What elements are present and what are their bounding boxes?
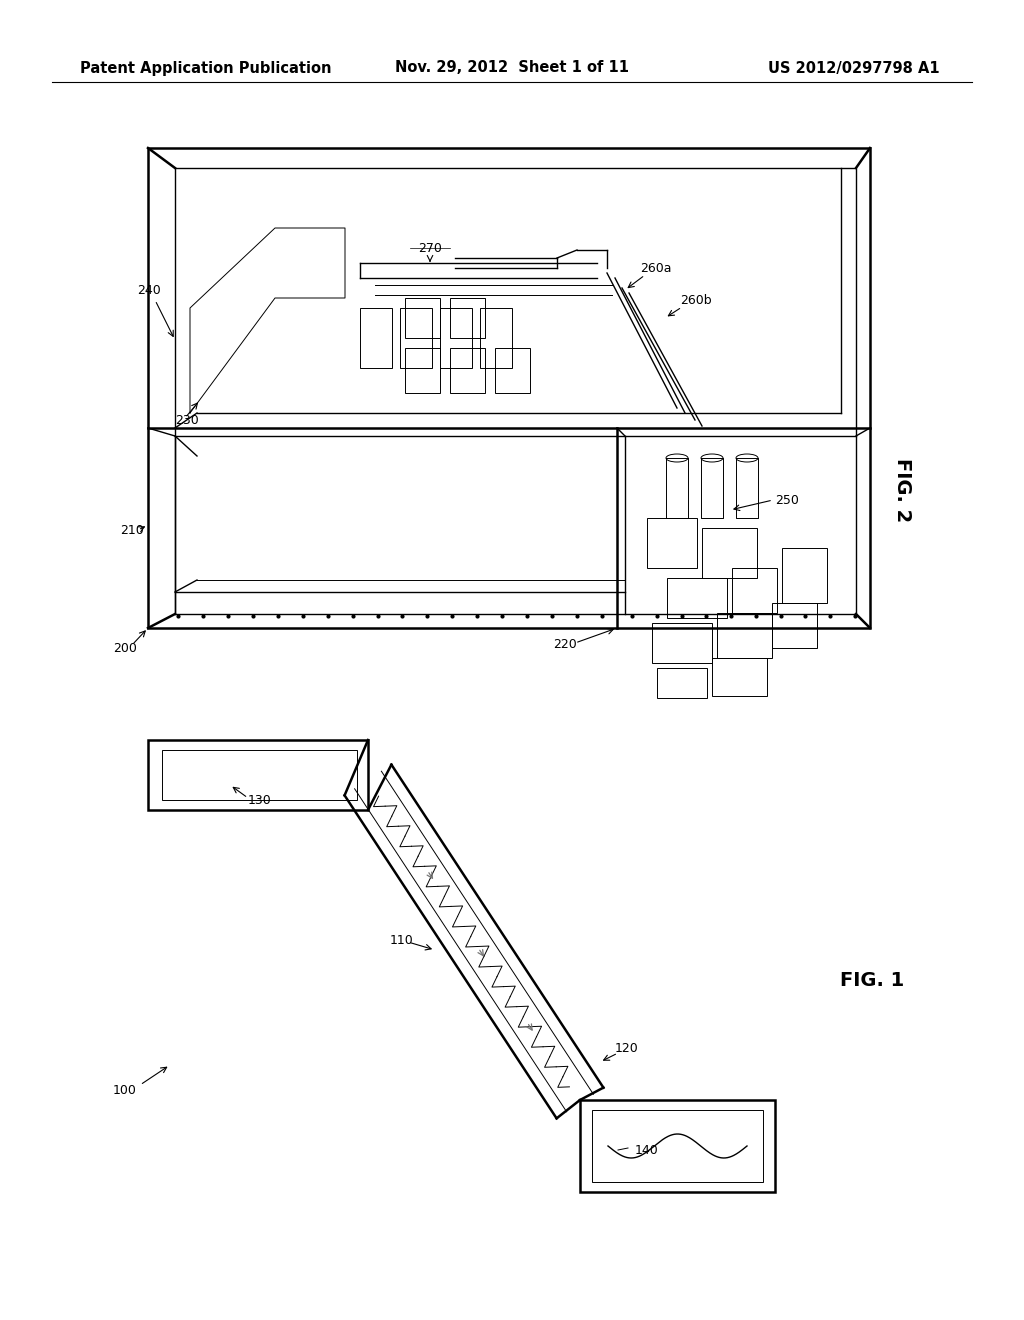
Bar <box>652 623 712 663</box>
Text: 220: 220 <box>553 639 577 652</box>
Text: 230: 230 <box>175 413 199 426</box>
Text: Patent Application Publication: Patent Application Publication <box>80 61 332 75</box>
Bar <box>148 148 870 628</box>
Bar <box>175 168 856 614</box>
Bar <box>712 657 767 696</box>
Text: 100: 100 <box>113 1084 137 1097</box>
Text: 260b: 260b <box>680 293 712 306</box>
Bar <box>717 612 772 657</box>
Bar <box>360 308 392 368</box>
Bar <box>480 308 512 368</box>
Bar <box>440 308 472 368</box>
Text: Nov. 29, 2012  Sheet 1 of 11: Nov. 29, 2012 Sheet 1 of 11 <box>395 61 629 75</box>
Text: 260a: 260a <box>640 261 672 275</box>
Bar <box>162 750 357 800</box>
Bar <box>732 568 777 612</box>
Text: 140: 140 <box>635 1143 658 1156</box>
Bar <box>580 1100 775 1192</box>
Text: 250: 250 <box>775 494 799 507</box>
Text: 130: 130 <box>248 793 271 807</box>
Bar <box>647 517 697 568</box>
Bar <box>772 603 817 648</box>
Text: US 2012/0297798 A1: US 2012/0297798 A1 <box>768 61 940 75</box>
Bar <box>657 668 707 698</box>
Bar <box>450 298 485 338</box>
Text: FIG. 1: FIG. 1 <box>840 970 904 990</box>
Text: 210: 210 <box>120 524 143 536</box>
Bar <box>667 578 727 618</box>
Text: 120: 120 <box>615 1041 639 1055</box>
Bar <box>702 528 757 578</box>
Bar <box>592 1110 763 1181</box>
Bar <box>495 348 530 393</box>
Bar <box>782 548 827 603</box>
Text: 240: 240 <box>137 284 161 297</box>
Bar <box>406 298 440 338</box>
Bar <box>450 348 485 393</box>
Text: 110: 110 <box>390 933 414 946</box>
Bar <box>406 348 440 393</box>
Bar <box>400 308 432 368</box>
Text: 270: 270 <box>418 242 442 255</box>
Text: 200: 200 <box>113 642 137 655</box>
Text: FIG. 2: FIG. 2 <box>893 458 912 523</box>
Bar <box>148 741 368 810</box>
